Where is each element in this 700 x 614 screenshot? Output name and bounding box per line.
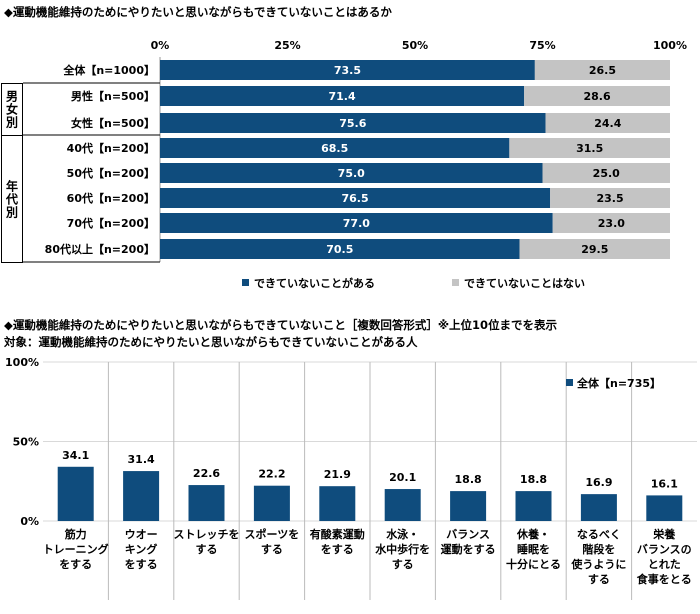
data-label: 18.8 [520, 473, 547, 486]
data-label: 77.0 [343, 217, 370, 230]
data-label: 70.5 [326, 243, 353, 256]
bar-segment [534, 60, 670, 80]
bar-segment [160, 188, 551, 208]
data-label: 73.5 [334, 64, 361, 77]
y-tick-label: 0% [20, 515, 39, 528]
data-label: 71.4 [328, 90, 355, 103]
category-label: 女性【n=500】 [71, 116, 155, 130]
data-label: 20.1 [389, 471, 416, 484]
category-label: ストレッチをする [174, 528, 240, 556]
x-tick-label: 100% [653, 39, 687, 52]
chart1-title: ◆運動機能維持のためにやりたいと思いながらもできていないことはあるか [4, 5, 392, 19]
data-label: 26.5 [589, 64, 616, 77]
category-label: 60代【n=200】 [67, 191, 155, 205]
data-label: 31.5 [576, 142, 603, 155]
data-label: 28.6 [583, 90, 610, 103]
data-label: 18.8 [455, 473, 482, 486]
category-label: 男性【n=500】 [71, 89, 155, 103]
category-label: 80代以上【n=200】 [45, 242, 155, 256]
legend-label: 全体【n=735】 [576, 376, 661, 390]
bar [188, 485, 225, 521]
y-tick-label: 100% [5, 356, 39, 369]
category-label: 筋力トレーニングをする [43, 527, 109, 571]
chart2-title: ◆運動機能維持のためにやりたいと思いながらもできていないこと［複数回答形式］※上… [4, 318, 558, 332]
category-label: 全体【n=1000】 [62, 63, 155, 77]
category-label: なるべく階段を使うようにする [570, 528, 626, 586]
bar [384, 489, 421, 521]
data-label: 23.5 [597, 192, 624, 205]
bar [319, 486, 356, 521]
data-label: 24.4 [594, 117, 621, 130]
group-label-gender: 男女別 [1, 83, 23, 136]
bar-segment [160, 138, 510, 158]
legend-swatch [566, 379, 573, 386]
x-tick-label: 75% [529, 39, 555, 52]
legend-label: できていないことはない [464, 277, 585, 290]
chart2-subtitle: 対象：運動機能維持のためにやりたいと思いながらもできていないことがある人 [4, 335, 418, 349]
data-label: 16.1 [651, 477, 678, 490]
x-tick-label: 25% [274, 39, 300, 52]
bar-segment [160, 60, 535, 80]
data-label: 31.4 [128, 453, 155, 466]
category-label: バランス運動をする [441, 528, 496, 556]
legend-swatch [452, 279, 459, 286]
data-label: 25.0 [593, 167, 620, 180]
data-label: 23.0 [598, 217, 625, 230]
data-label: 75.6 [339, 117, 366, 130]
legend-label: できていないことがある [254, 276, 375, 290]
data-label: 34.1 [62, 449, 89, 462]
bar-segment [160, 213, 553, 233]
category-label: 70代【n=200】 [67, 216, 155, 230]
bar-segment [509, 138, 670, 158]
data-label: 21.9 [324, 468, 351, 481]
group-label-age: 年代別 [1, 135, 23, 263]
x-tick-label: 0% [151, 39, 170, 52]
bar-segment [160, 163, 543, 183]
bar [450, 491, 487, 521]
category-label: 水泳・水中歩行をする [375, 527, 430, 571]
bar-segment [550, 188, 670, 208]
category-label: 栄養バランスのとれた食事をとる [637, 527, 692, 586]
data-label: 76.5 [342, 192, 369, 205]
category-label: スポーツをする [245, 527, 300, 556]
data-label: 22.6 [193, 467, 220, 480]
bar-segment [524, 86, 670, 106]
category-label: 有酸素運動をする [310, 527, 365, 556]
bar [123, 471, 160, 521]
bar-segment [542, 163, 670, 183]
data-label: 68.5 [321, 142, 348, 155]
bar [646, 495, 683, 521]
legend-swatch [242, 279, 249, 286]
category-label: 休養・睡眠を十分にとる [506, 527, 561, 571]
bar-segment [160, 239, 520, 259]
x-tick-label: 50% [402, 39, 428, 52]
bar-segment [160, 113, 546, 133]
bar-segment [160, 86, 525, 106]
data-label: 16.9 [585, 476, 612, 489]
bar-segment [552, 213, 670, 233]
data-label: 29.5 [581, 243, 608, 256]
y-tick-label: 50% [13, 436, 39, 449]
bar [57, 466, 94, 521]
category-label: 50代【n=200】 [67, 166, 155, 180]
category-label: 40代【n=200】 [67, 141, 155, 155]
data-label: 22.2 [258, 468, 285, 481]
bar [580, 494, 617, 521]
bar-segment [519, 239, 670, 259]
category-label: ウオーキングをする [125, 528, 158, 571]
bar-segment [545, 113, 670, 133]
bar [515, 491, 552, 521]
bar [253, 485, 290, 521]
data-label: 75.0 [338, 167, 365, 180]
